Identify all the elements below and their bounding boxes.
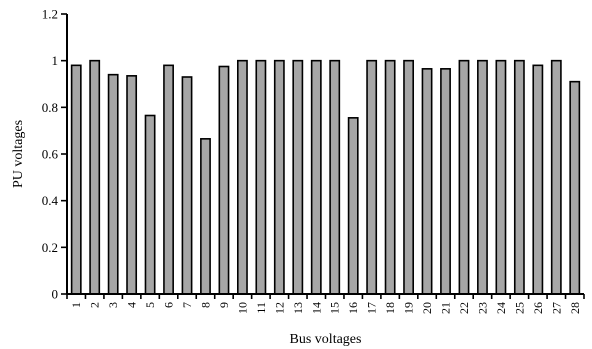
x-tick-label: 5 — [143, 302, 157, 308]
bar-bus-2 — [89, 59, 101, 295]
x-tick-label: 19 — [402, 302, 416, 314]
bar-bus-16 — [347, 117, 359, 295]
x-tick-label: 26 — [531, 302, 545, 314]
bar-bus-11 — [255, 59, 267, 295]
bar-bus-13 — [292, 59, 304, 295]
x-tick-label: 17 — [365, 302, 379, 314]
bar-bus-25 — [513, 59, 525, 295]
bar-bus-21 — [440, 68, 451, 295]
x-tick-label: 1 — [69, 302, 83, 308]
bar-bus-8 — [200, 138, 211, 295]
x-axis-title: Bus voltages — [290, 332, 362, 347]
x-tick-label: 22 — [457, 302, 471, 314]
x-tick-label: 8 — [198, 302, 212, 308]
x-tick-label: 11 — [254, 302, 268, 314]
x-ticks: 1 2 3 4 5 6 7 8 9 10 11 12 13 14 15 16 17 18 19 20 21 22 23 24 2… — [66, 294, 585, 314]
x-tick-label: 12 — [272, 302, 286, 314]
x-tick-label: 2 — [88, 302, 102, 308]
bar-bus-18 — [384, 59, 396, 295]
x-tick-label: 3 — [106, 302, 120, 308]
x-tick-label: 10 — [235, 302, 249, 314]
bars-layer — [70, 59, 581, 295]
y-tick-label: 0.6 — [42, 147, 59, 162]
bar-bus-4 — [126, 75, 138, 295]
x-tick-label: 14 — [309, 302, 323, 314]
bar-bus-12 — [273, 59, 285, 295]
bar-bus-27 — [550, 59, 562, 295]
y-tick-label: 1 — [52, 53, 59, 68]
x-tick-label: 21 — [439, 302, 453, 314]
bar-bus-6 — [163, 64, 174, 295]
bar-bus-5 — [144, 114, 156, 295]
x-tick-label: 28 — [568, 302, 582, 314]
bar-bus-19 — [403, 59, 415, 295]
y-tick-label: 1.2 — [42, 7, 58, 22]
bar-bus-1 — [70, 64, 82, 295]
y-tick-label: 0.4 — [42, 193, 59, 208]
x-tick-label: 7 — [180, 302, 194, 308]
x-tick-label: 9 — [217, 302, 231, 308]
bar-bus-26 — [532, 64, 544, 295]
y-ticks: 0 0.2 0.4 0.6 0.8 1 1.2 — [42, 7, 67, 302]
x-tick-label: 16 — [346, 302, 360, 314]
y-tick-label: 0 — [52, 287, 59, 302]
x-tick-label: 13 — [291, 302, 305, 314]
bar-bus-10 — [236, 59, 248, 295]
y-tick-label: 0.2 — [42, 240, 58, 255]
x-tick-label: 24 — [494, 302, 508, 314]
bar-bus-9 — [218, 65, 230, 295]
x-tick-label: 25 — [512, 302, 526, 314]
x-tick-label: 15 — [328, 302, 342, 314]
x-tick-label: 23 — [475, 302, 489, 314]
x-tick-label: 18 — [383, 302, 397, 314]
bar-bus-14 — [310, 59, 322, 295]
x-tick-label: 27 — [549, 302, 563, 314]
bar-bus-24 — [495, 59, 507, 295]
bar-bus-22 — [458, 59, 470, 295]
x-tick-label: 6 — [162, 302, 176, 308]
y-axis-title: PU voltages — [11, 120, 26, 188]
bar-bus-28 — [569, 80, 581, 295]
bar-bus-7 — [181, 76, 193, 295]
bar-bus-15 — [329, 59, 341, 295]
x-tick-label: 4 — [125, 302, 139, 308]
bar-bus-23 — [477, 59, 488, 295]
bar-bus-20 — [421, 68, 433, 295]
y-tick-label: 0.8 — [42, 100, 58, 115]
bar-bus-3 — [107, 73, 119, 295]
x-tick-label: 20 — [420, 302, 434, 314]
bar-bus-17 — [366, 59, 378, 295]
